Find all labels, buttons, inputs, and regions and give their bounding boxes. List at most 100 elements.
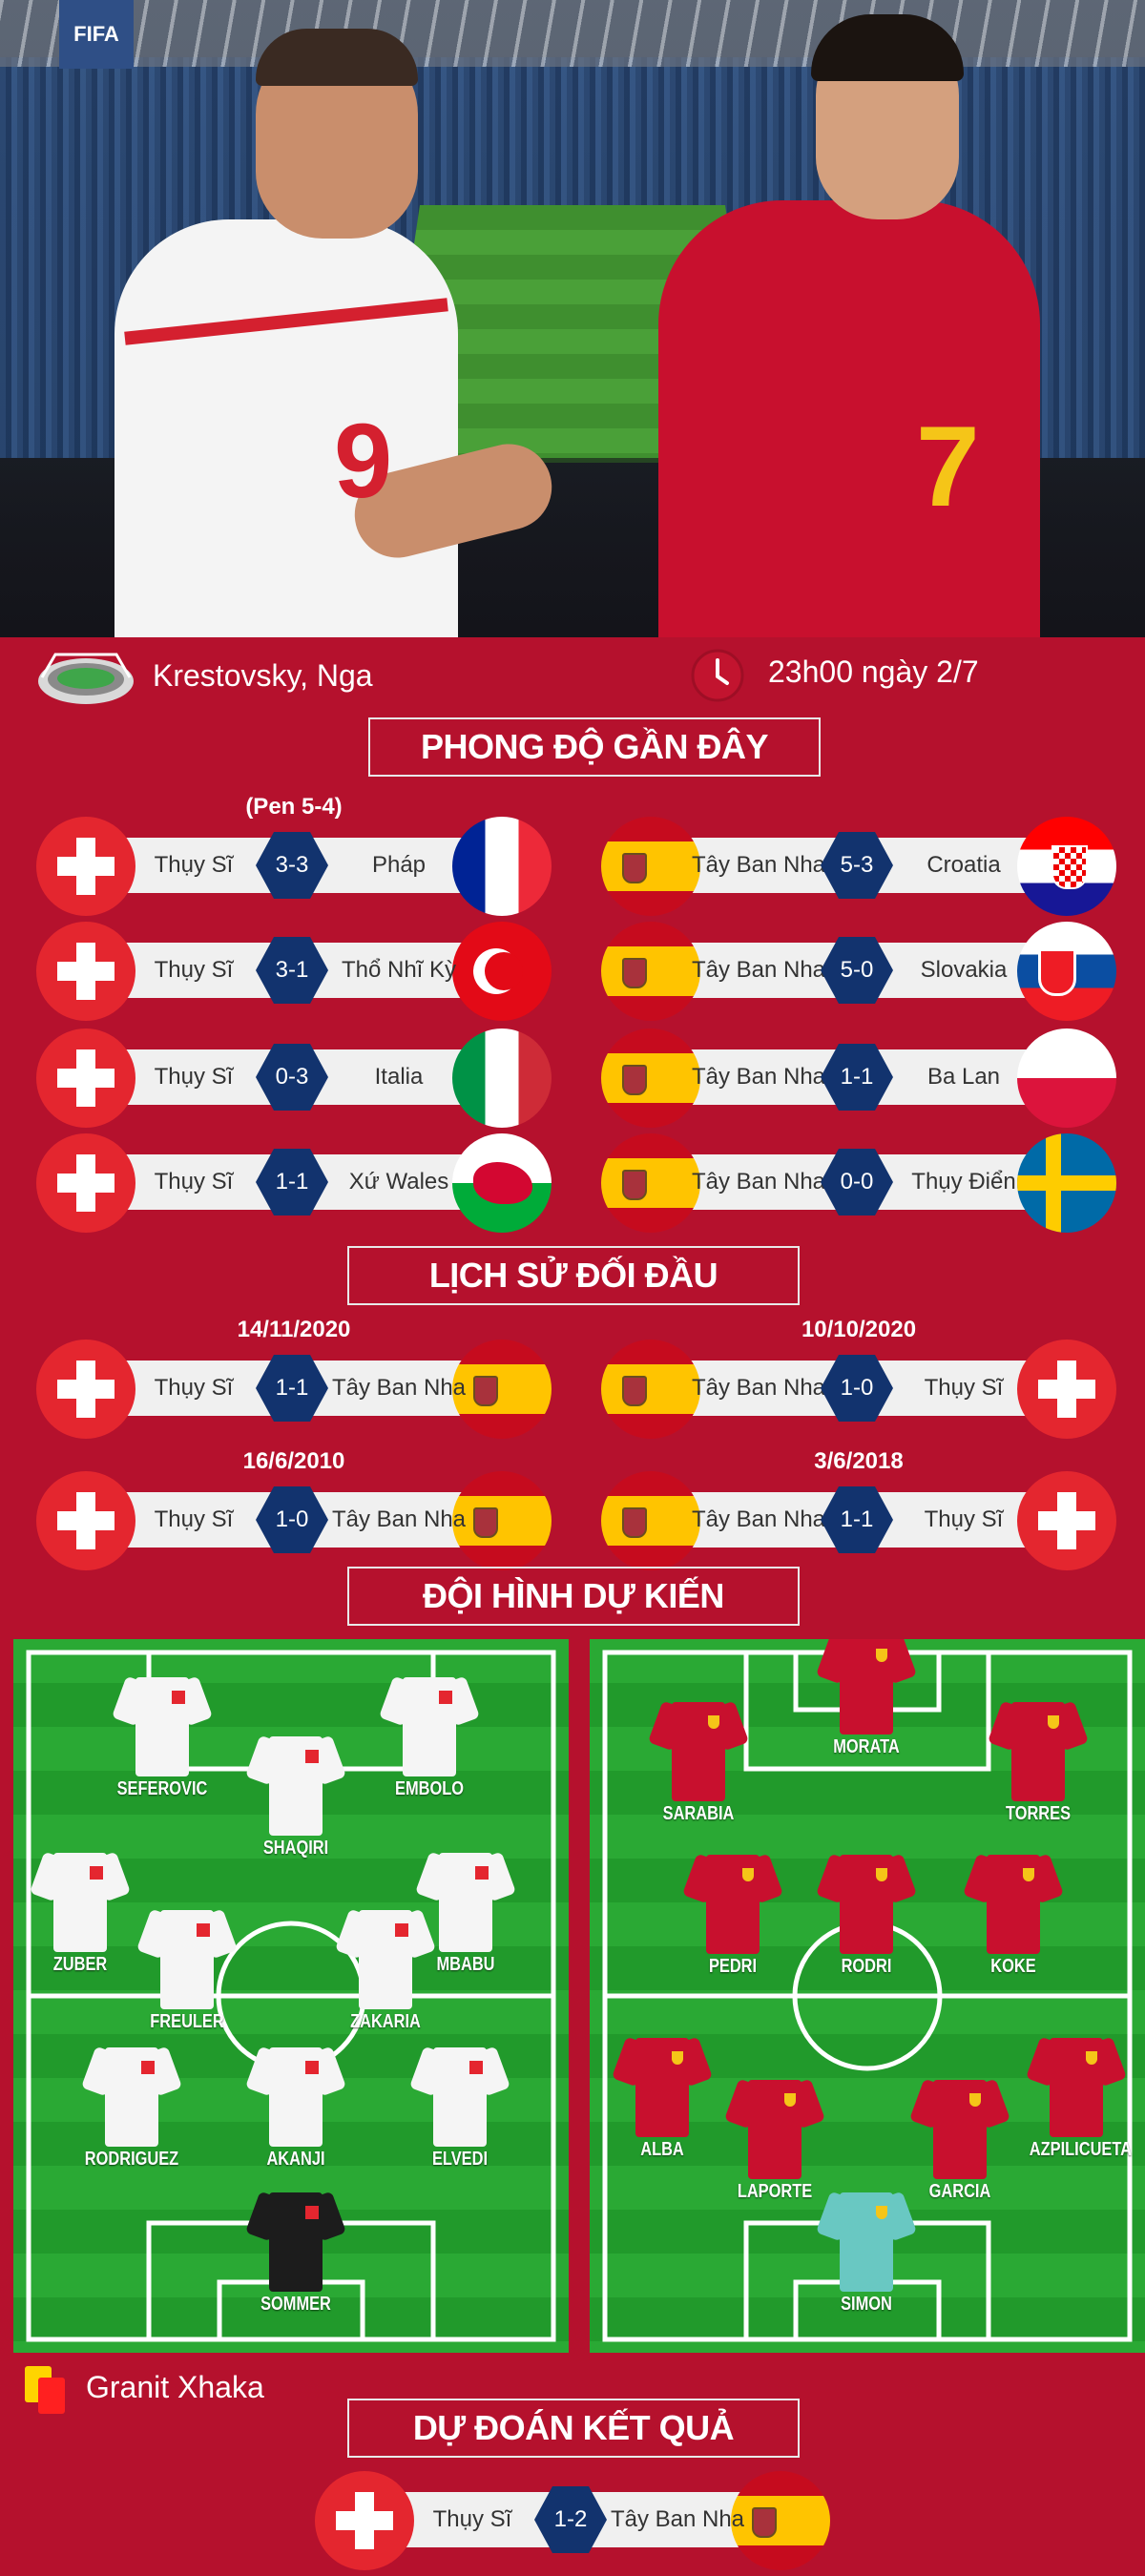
match-score: 5-3 [821, 832, 893, 899]
crest-icon [876, 2206, 887, 2219]
match-row: Tây Ban Nha 5-3 Croatia [601, 809, 1116, 916]
player-rodriguez: RODRIGUEZ [74, 2042, 189, 2171]
match-info-bar: Krestovsky, Nga 23h00 ngày 2/7 [0, 641, 1145, 717]
away-team-name: Thụy Điển [911, 1169, 1016, 1195]
player-name: SEFEROVIC [116, 1778, 208, 1799]
section-title-recent-form: PHONG ĐỘ GẦN ĐÂY [368, 717, 821, 777]
match-date: 10/10/2020 [801, 1317, 917, 1342]
match-note: (Pen 5-4) [245, 794, 343, 820]
esp-flag-icon [601, 1471, 700, 1570]
sui-flag-icon [315, 2471, 414, 2570]
esp-flag-icon [452, 1471, 552, 1570]
sui-flag-icon [36, 1028, 135, 1128]
sui-flag-icon [1017, 1471, 1116, 1570]
crest-icon [90, 1866, 103, 1880]
player-morata: MORATA [809, 1639, 924, 1758]
jersey-icon [135, 1904, 239, 2009]
esp-flag-icon [601, 1028, 700, 1128]
jersey-icon [334, 1904, 437, 2009]
player-name: KOKE [990, 1956, 1036, 1977]
jersey-icon [244, 1731, 347, 1836]
jersey-icon [29, 1847, 132, 1952]
player-name: MBABU [436, 1954, 495, 1975]
match-row: Thụy Sĩ 3-3 Pháp (Pen 5-4) [36, 794, 552, 916]
cro-flag-icon [1017, 817, 1116, 916]
crest-icon [305, 2061, 319, 2074]
player-zakaria: ZAKARIA [328, 1904, 443, 2033]
player-sarabia: SARABIA [641, 1696, 756, 1825]
match-row: Tây Ban Nha 0-0 Thụy Điển [601, 1126, 1116, 1233]
crest-icon [439, 1691, 452, 1704]
esp-flag-icon [601, 1340, 700, 1439]
jersey-icon [815, 1639, 918, 1735]
player-seferovic: SEFEROVIC [105, 1672, 219, 1800]
away-team-name: Thụy Sĩ [924, 1375, 1004, 1402]
jersey-icon [815, 2187, 918, 2292]
sui-flag-icon [36, 1133, 135, 1233]
player-name: LAPORTE [737, 2181, 813, 2202]
player-name: RODRI [841, 1956, 892, 1977]
jersey-icon [414, 1847, 517, 1952]
jersey-icon [1025, 2032, 1128, 2137]
sui-flag-icon [36, 1340, 135, 1439]
match-date: 14/11/2020 [237, 1317, 351, 1342]
match-row: Thụy Sĩ 3-1 Thổ Nhĩ Kỳ [36, 914, 552, 1021]
player-zuber: ZUBER [23, 1847, 137, 1976]
ita-flag-icon [452, 1028, 552, 1128]
match-row: Thụy Sĩ 0-3 Italia [36, 1021, 552, 1128]
crest-icon [305, 2206, 319, 2219]
crest-icon [1023, 1868, 1034, 1881]
player-simon: SIMON [809, 2187, 924, 2316]
match-row: Thụy Sĩ 1-1 Xứ Wales [36, 1126, 552, 1233]
player-sommer: SOMMER [239, 2187, 353, 2316]
away-team-name: Thổ Nhĩ Kỳ [341, 957, 457, 984]
away-team-name: Italia [374, 1064, 424, 1091]
kickoff-time: 23h00 ngày 2/7 [768, 654, 979, 689]
player-akanji: AKANJI [239, 2042, 353, 2171]
section-title-head-to-head: LỊCH SỬ ĐỐI ĐẦU [347, 1246, 800, 1305]
switzerland-lineup-pitch: SEFEROVIC EMBOLO SHAQIRI ZUBER MBABU FREULER Z… [13, 1639, 569, 2353]
player-name: SARABIA [662, 1803, 735, 1824]
player-rodri: RODRI [809, 1849, 924, 1978]
player-name: RODRIGUEZ [84, 2149, 179, 2170]
match-row: Thụy Sĩ 1-0 Tây Ban Nha 16/6/2010 [36, 1448, 552, 1570]
away-team-name: Tây Ban Nha [331, 1506, 467, 1533]
player-elvedi: ELVEDI [403, 2042, 517, 2171]
home-team-name: Thụy Sĩ [154, 1375, 234, 1402]
away-team-name: Pháp [371, 852, 427, 879]
match-score: 1-2 [534, 2486, 607, 2553]
player-shaqiri: SHAQIRI [239, 1731, 353, 1859]
player-alba: ALBA [605, 2032, 719, 2161]
match-row: Thụy Sĩ 1-1 Tây Ban Nha 14/11/2020 [36, 1317, 552, 1439]
jersey-icon [244, 2187, 347, 2292]
jersey-icon [244, 2042, 347, 2147]
home-team-name: Thụy Sĩ [154, 852, 234, 879]
away-team-name: Thụy Sĩ [924, 1506, 1004, 1533]
jersey-icon [111, 1672, 214, 1776]
jersey-icon [647, 1696, 750, 1801]
player-freuler: FREULER [130, 1904, 244, 2033]
jersey-icon [908, 2074, 1011, 2179]
home-team-name: Tây Ban Nha [691, 957, 826, 984]
sui-flag-icon [36, 1471, 135, 1570]
section-title-prediction: DỰ ĐOÁN KẾT QUẢ [347, 2399, 800, 2458]
yellow-red-card-icon [25, 2366, 69, 2414]
match-row: Tây Ban Nha 1-1 Thụy Sĩ 3/6/2018 [601, 1448, 1116, 1570]
sui-flag-icon [36, 922, 135, 1021]
jersey-icon [987, 1696, 1090, 1801]
section-title-lineup: ĐỘI HÌNH DỰ KIẾN [347, 1567, 800, 1626]
away-team-name: Ba Lan [926, 1064, 1001, 1091]
crest-icon [876, 1868, 887, 1881]
away-team-name: Tây Ban Nha [331, 1375, 467, 1402]
esp-flag-icon [601, 817, 700, 916]
player-laporte: LAPORTE [718, 2074, 832, 2203]
crest-icon [969, 2093, 981, 2107]
stadium-roof [0, 0, 1145, 67]
player-koke: KOKE [956, 1849, 1071, 1978]
player-name: AZPILICUETA [1029, 2139, 1133, 2160]
match-date: 16/6/2010 [242, 1448, 345, 1474]
home-team-name: Tây Ban Nha [691, 1064, 826, 1091]
player-name: SOMMER [260, 2294, 331, 2315]
player-name: TORRES [1005, 1803, 1072, 1824]
home-team-name: Thụy Sĩ [432, 2506, 512, 2533]
